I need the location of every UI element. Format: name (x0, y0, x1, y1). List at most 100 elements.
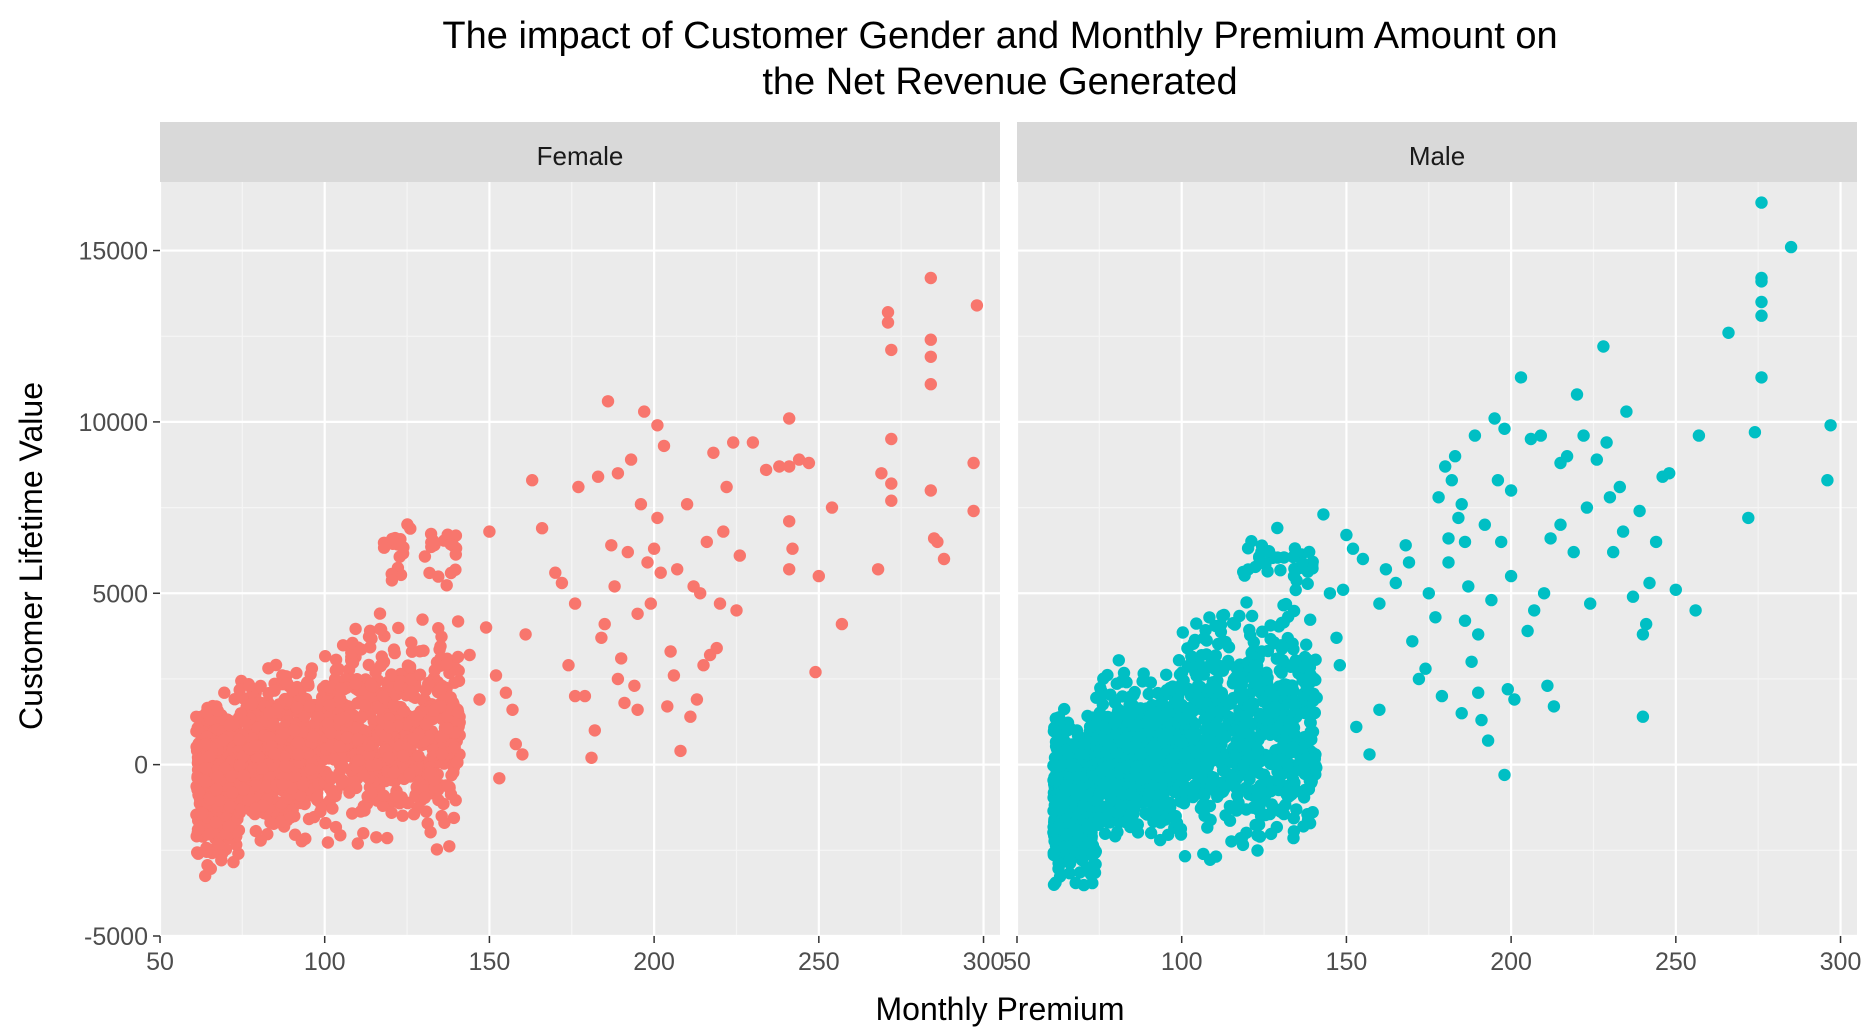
data-point (1287, 604, 1301, 618)
data-point (1263, 807, 1277, 821)
data-point (1137, 667, 1150, 680)
data-point (1270, 723, 1283, 736)
data-point (1125, 690, 1138, 703)
data-point (608, 580, 621, 593)
x-tick-label: 250 (798, 948, 840, 976)
data-point (1297, 820, 1310, 833)
data-point (425, 536, 438, 549)
data-point (1191, 681, 1204, 695)
data-point (1402, 556, 1416, 569)
data-point (924, 271, 937, 285)
data-point (1279, 798, 1292, 812)
data-point (1580, 501, 1594, 514)
data-point (783, 515, 796, 528)
data-point (1491, 474, 1505, 487)
data-point (1304, 716, 1317, 729)
data-point (1098, 812, 1111, 825)
data-point (1429, 611, 1442, 624)
data-point (1303, 545, 1316, 559)
data-point (1055, 789, 1068, 802)
data-point (657, 439, 671, 453)
data-point (354, 805, 367, 818)
data-point (1649, 535, 1663, 549)
data-point (1590, 453, 1604, 466)
data-point (1607, 545, 1620, 559)
data-point (397, 705, 411, 718)
data-point (428, 664, 441, 677)
data-point (1223, 814, 1237, 827)
data-point (1537, 587, 1551, 600)
data-point (362, 658, 375, 672)
y-axis: -5000 0 5000 10000 15000 (78, 238, 160, 951)
data-point (1186, 728, 1200, 741)
data-point (924, 333, 937, 346)
data-point (1130, 760, 1143, 774)
data-point (885, 494, 898, 507)
data-point (226, 786, 239, 799)
data-point (1097, 733, 1110, 747)
data-point (387, 766, 400, 779)
data-point (310, 791, 324, 804)
data-point (351, 837, 364, 850)
data-point (444, 691, 457, 704)
data-point (404, 685, 417, 698)
data-point (1439, 460, 1452, 473)
data-point (717, 525, 730, 538)
data-point (1178, 748, 1192, 761)
data-point (931, 535, 944, 549)
data-point (377, 789, 391, 802)
data-point (321, 836, 335, 849)
data-point (1289, 655, 1302, 668)
data-point (373, 607, 387, 620)
data-point (562, 659, 575, 672)
data-point (1755, 196, 1768, 209)
data-point (227, 855, 240, 869)
data-point (374, 658, 388, 672)
data-point (1669, 583, 1683, 596)
data-point (885, 343, 898, 357)
data-point (631, 703, 644, 716)
data-point (555, 576, 569, 590)
data-point (191, 823, 205, 836)
data-point (1821, 474, 1834, 487)
data-point (1577, 429, 1590, 442)
data-point (1181, 763, 1194, 776)
data-point (292, 736, 305, 749)
data-point (1168, 810, 1181, 823)
data-point (1120, 731, 1133, 744)
data-point (1049, 822, 1063, 836)
facet-strip-label: Male (1409, 141, 1465, 171)
data-point (443, 840, 456, 853)
data-point (1277, 616, 1290, 629)
data-point (661, 700, 674, 713)
data-point (440, 657, 453, 670)
data-point (418, 791, 431, 804)
data-point (329, 820, 343, 834)
data-point (203, 750, 216, 763)
data-point (1174, 824, 1187, 838)
data-point (327, 753, 341, 766)
data-point (598, 617, 611, 631)
data-point (372, 702, 386, 715)
data-point (238, 715, 252, 729)
data-point (1340, 528, 1353, 542)
data-point (924, 484, 937, 497)
data-point (365, 786, 378, 799)
x-tick-label: 50 (146, 948, 174, 976)
data-point (392, 790, 405, 803)
data-point (674, 744, 687, 758)
data-point (595, 631, 608, 644)
data-point (435, 748, 449, 761)
data-point (268, 684, 281, 697)
data-point (1117, 666, 1131, 680)
data-point (1283, 716, 1297, 729)
facet-panel-male: Male 50 100 150 200 250 300 (1003, 122, 1861, 976)
data-point (1501, 683, 1515, 696)
data-point (233, 683, 246, 697)
data-point (1190, 669, 1203, 683)
data-point (349, 622, 362, 636)
data-point (190, 740, 203, 754)
data-point (1140, 794, 1153, 808)
data-point (432, 570, 445, 583)
data-point (628, 679, 641, 692)
